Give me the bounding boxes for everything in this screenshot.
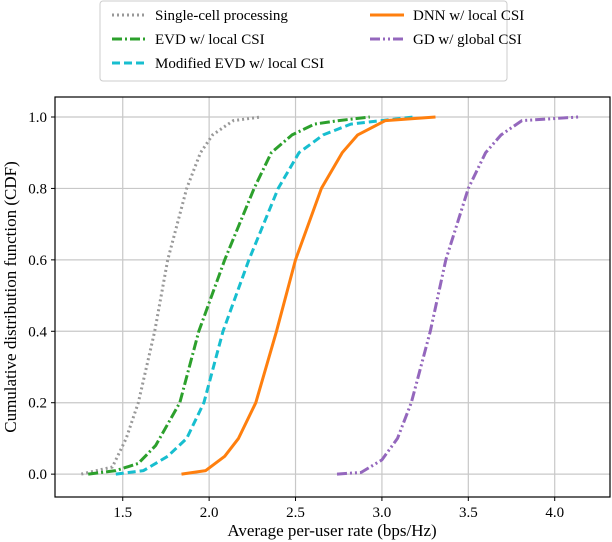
legend-label: Modified EVD w/ local CSI [155,56,324,72]
y-tick-label: 0.0 [28,467,47,483]
x-tick-label: 3.5 [459,505,478,521]
x-tick-label: 3.0 [373,505,392,521]
y-tick-label: 0.6 [28,253,47,269]
legend-box [99,0,508,82]
series-lines [80,115,579,476]
x-axis-label: Average per-user rate (bps/Hz) [227,521,436,540]
legend: Single-cell processing EVD w/ local CSI Mo… [99,0,524,82]
grid [55,97,610,497]
legend-label: DNN w/ local CSI [413,8,524,24]
x-tick-label: 2.0 [200,505,219,521]
series-line [80,115,262,476]
y-tick-label: 1.0 [28,110,47,126]
series-line [336,115,579,476]
y-tick-label: 0.4 [28,324,47,340]
series-line [115,115,414,476]
x-tick-label: 1.5 [113,505,132,521]
y-tick-label: 0.2 [28,396,47,412]
y-tick-label: 0.8 [28,181,47,197]
legend-label: EVD w/ local CSI [155,32,265,48]
legend-label: Single-cell processing [155,8,288,24]
y-axis-label: Cumulative distribution function (CDF) [1,161,20,433]
series-line [88,115,370,476]
plot-frame [54,96,611,498]
series-line [181,115,436,476]
tick-labels: 1.5 2.0 2.5 3.0 3.5 4.0 0.0 0.2 0.4 0.6 0.8 1.0 [28,110,564,521]
legend-label: GD w/ global CSI [413,32,522,48]
x-tick-label: 4.0 [545,505,564,521]
x-tick-label: 2.5 [286,505,305,521]
